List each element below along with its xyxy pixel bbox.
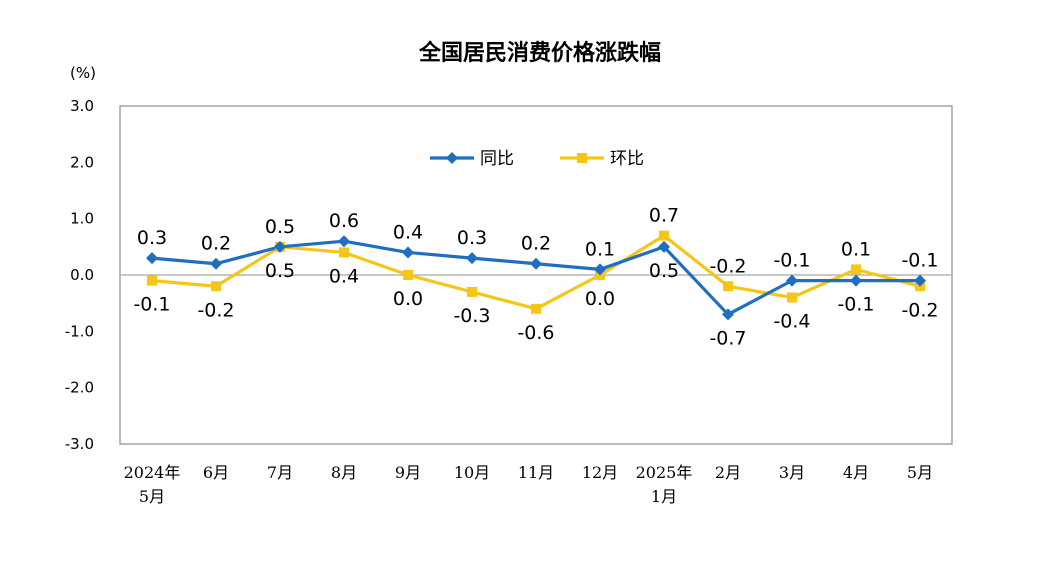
x-tick-label: 4月 (843, 463, 869, 482)
data-point-yoy (658, 240, 670, 253)
legend-label: 同比 (480, 149, 514, 169)
data-labels: 0.3 0.2 0.5 0.6 0.4 0.3 0.2 0.1 0.5 -0.7 -0.1 -0.1 -… (133, 205, 938, 350)
data-point-mom (467, 286, 477, 297)
x-tick-label: 6月 (203, 463, 229, 482)
data-label-yoy: 0.3 (457, 227, 487, 249)
data-label-yoy: -0.1 (901, 250, 938, 272)
data-point-yoy (402, 246, 414, 259)
data-point-mom (531, 303, 541, 314)
data-label-mom: -0.6 (517, 322, 554, 344)
x-tick-label: 9月 (395, 463, 421, 482)
legend-marker (577, 153, 587, 163)
data-label-yoy: 0.2 (201, 233, 231, 255)
series-layer (146, 230, 926, 321)
y-axis-unit: (%) (70, 64, 96, 82)
data-point-yoy (274, 240, 286, 253)
data-label-yoy: 0.5 (649, 260, 679, 282)
data-label-mom: -0.4 (773, 311, 810, 333)
x-tick-label: 2025年 1月 (636, 463, 693, 506)
data-label-yoy: 0.6 (329, 210, 359, 232)
data-point-yoy (338, 235, 350, 248)
data-label-yoy: 0.1 (585, 238, 615, 260)
data-label-yoy: 0.2 (521, 233, 551, 255)
y-tick-label: 1.0 (70, 210, 94, 228)
data-label-mom: 0.4 (329, 265, 359, 287)
legend-label: 环比 (610, 149, 644, 169)
data-label-yoy: 0.3 (137, 227, 167, 249)
legend-marker (446, 152, 458, 164)
data-point-yoy (914, 274, 926, 287)
x-tick-label: 5月 (907, 463, 933, 482)
x-tick-label: 8月 (331, 463, 357, 482)
data-label-mom: 0.0 (393, 288, 423, 310)
x-tick-label: 11月 (518, 463, 554, 482)
y-tick-label: 0.0 (70, 266, 94, 284)
data-point-mom (659, 230, 669, 241)
data-point-yoy (786, 274, 798, 287)
data-point-yoy (722, 308, 734, 321)
data-point-yoy (146, 252, 158, 265)
legend: 同比 环比 (430, 149, 644, 169)
data-point-yoy (594, 263, 606, 276)
x-tick-label: 2024年 5月 (124, 463, 181, 506)
data-label-mom: -0.2 (901, 299, 938, 321)
data-point-mom (211, 281, 221, 292)
x-tick-label: 3月 (779, 463, 805, 482)
data-label-yoy: -0.1 (837, 294, 874, 316)
data-point-mom (851, 264, 861, 275)
y-axis: 3.0 2.0 1.0 0.0 -1.0 -2.0 -3.0 (65, 97, 94, 453)
chart-title: 全国居民消费价格涨跌幅 (418, 40, 661, 66)
x-tick-label: 12月 (582, 463, 618, 482)
data-point-mom (787, 292, 797, 303)
data-label-mom: -0.2 (197, 299, 234, 321)
x-tick-label: 2月 (715, 463, 741, 482)
x-axis: 2024年 5月 6月 7月 8月 9月 10月 11月 12月 2025年 1月 2月 3月 4月 5月 (124, 463, 933, 506)
data-label-yoy: 0.5 (265, 216, 295, 238)
data-label-mom: 0.5 (265, 260, 295, 282)
y-tick-label: 2.0 (70, 153, 94, 171)
data-label-mom: -0.3 (453, 305, 490, 327)
data-label-yoy: -0.1 (773, 250, 810, 272)
data-label-mom: -0.2 (709, 255, 746, 277)
data-point-mom (723, 281, 733, 292)
y-tick-label: -3.0 (65, 435, 94, 453)
data-point-mom (147, 275, 157, 286)
data-label-yoy: 0.4 (393, 221, 423, 243)
y-tick-label: -2.0 (65, 379, 94, 397)
data-point-mom (403, 270, 413, 280)
x-tick-label: 7月 (267, 463, 293, 482)
data-label-mom: 0.1 (841, 238, 871, 260)
x-tick-label: 10月 (454, 463, 490, 482)
data-point-yoy (530, 257, 542, 270)
data-point-yoy (466, 252, 478, 265)
y-tick-label: 3.0 (70, 97, 94, 115)
data-label-yoy: -0.7 (709, 327, 746, 349)
data-label-mom: 0.7 (649, 205, 679, 227)
data-label-mom: 0.0 (585, 288, 615, 310)
data-point-yoy (210, 257, 222, 270)
data-point-mom (339, 247, 349, 258)
data-point-yoy (850, 274, 862, 287)
y-tick-label: -1.0 (65, 322, 94, 340)
data-label-mom: -0.1 (133, 294, 170, 316)
